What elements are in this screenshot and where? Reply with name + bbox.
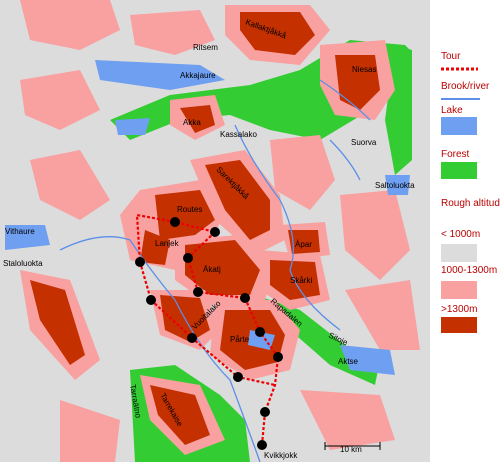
map-shape — [30, 280, 85, 365]
tour-stop — [240, 293, 250, 303]
map-shape — [441, 162, 477, 179]
map-shape — [240, 12, 315, 55]
tour-stop — [146, 295, 156, 305]
map-shape — [340, 345, 395, 375]
place-label: Ritsem — [193, 43, 218, 52]
map-shape — [441, 117, 477, 135]
place-label: Niesas — [352, 65, 376, 74]
map-shape — [180, 105, 215, 133]
terrain — [5, 0, 420, 462]
tour-stop — [210, 227, 220, 237]
map-shape — [135, 217, 283, 450]
place-label: Vithaure — [5, 227, 35, 236]
map-shape — [441, 281, 477, 299]
legend-label: < 1000m — [441, 229, 480, 240]
tour-stop — [260, 407, 270, 417]
legend-label: Rough altitudes — [441, 198, 500, 209]
map-shape — [340, 190, 410, 280]
place-label: Staloluokta — [3, 259, 43, 268]
map-shape — [95, 60, 225, 90]
place-label: Akka — [183, 118, 201, 127]
tour-stop — [233, 372, 243, 382]
tour-route — [135, 213, 283, 450]
scale-bar: 10 km — [324, 442, 381, 454]
legend-label: >1300m — [441, 304, 477, 315]
place-label: Suorva — [351, 138, 377, 147]
map-shape — [441, 317, 477, 333]
tour-stop — [255, 327, 265, 337]
tour-stop — [273, 352, 283, 362]
map-shape — [385, 175, 410, 195]
map-shape — [155, 190, 215, 240]
tour-stop — [193, 287, 203, 297]
map-shape — [335, 55, 380, 110]
map-shape — [319, 79, 371, 121]
map-shape — [270, 260, 320, 300]
place-label: Aktse — [338, 357, 359, 366]
map-shape — [140, 230, 170, 265]
map-shape — [135, 213, 280, 446]
map-shape — [20, 70, 100, 130]
map-shape — [30, 150, 110, 220]
legend-label: Lake — [441, 105, 463, 116]
map-shape — [59, 236, 261, 462]
legend-label: Tour — [441, 51, 461, 62]
map-shape — [205, 160, 270, 240]
place-label: Lanjek — [155, 239, 180, 248]
map-shape — [441, 244, 477, 262]
tour-stop — [187, 333, 197, 343]
tour-stop — [135, 257, 145, 267]
place-label: Routes — [177, 205, 202, 214]
place-label: Saltoluokta — [375, 181, 415, 190]
legend-label: Brook/river — [441, 81, 490, 92]
legend: Tour Brook/river Lake Forest Rough altit… — [441, 51, 500, 333]
map-shape — [288, 230, 320, 254]
map-shape — [329, 139, 361, 181]
place-label: Àpar — [295, 240, 312, 249]
place-label: Kvikkjokk — [264, 451, 298, 460]
tour-stop — [170, 217, 180, 227]
map-shape — [115, 118, 150, 135]
rivers — [59, 79, 371, 462]
map-shape — [5, 225, 50, 250]
map-shape — [234, 124, 341, 331]
legend-label: Forest — [441, 149, 470, 160]
legend-background — [430, 0, 500, 462]
place-label: Akkajaure — [180, 71, 216, 80]
tour-stop — [257, 440, 267, 450]
place-label: Skårki — [290, 276, 312, 285]
place-label: Kassalako — [220, 130, 257, 139]
map-shape — [130, 10, 215, 55]
map-shape — [345, 280, 420, 350]
map-shape — [60, 400, 120, 462]
tour-stop — [183, 253, 193, 263]
map-shape — [300, 390, 395, 450]
legend-label: 1000-1300m — [441, 265, 497, 276]
map-shape — [150, 385, 210, 445]
map-shape — [185, 240, 260, 295]
place-label: Äkatj — [203, 265, 221, 274]
scale-label: 10 km — [340, 445, 362, 454]
map-shape — [20, 0, 120, 50]
map-shape — [270, 135, 335, 210]
place-label: Pårte — [230, 335, 250, 344]
